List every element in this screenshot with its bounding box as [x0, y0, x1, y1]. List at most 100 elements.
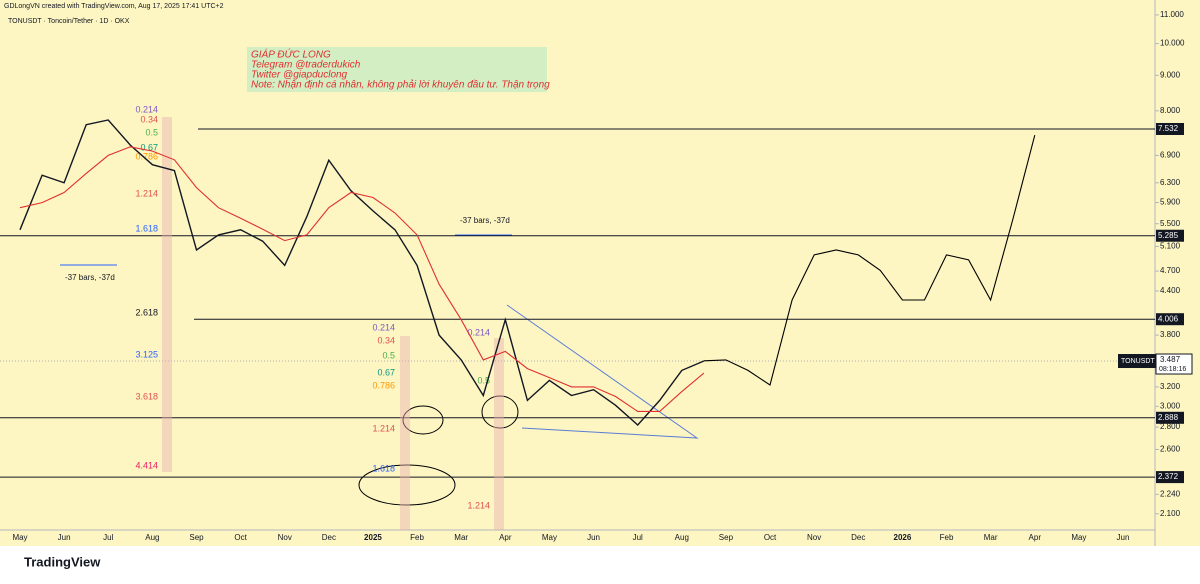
fib-label: 0.67 [377, 367, 395, 377]
fib-label: 0.67 [140, 142, 158, 152]
y-tick-label: 10.000 [1160, 39, 1185, 48]
fib-label: 0.5 [145, 127, 158, 137]
note-box [247, 47, 547, 92]
price-line [19, 146, 705, 412]
note: GIÁP ĐỨC LONG [251, 48, 331, 61]
fib-strip [400, 336, 410, 530]
annotation: -37 bars, -37d [460, 216, 510, 225]
x-tick-label: Jun [58, 533, 71, 542]
level-label: 2.372 [1158, 472, 1179, 481]
y-tick-label: 2.600 [1160, 445, 1181, 454]
x-tick-label: Mar [984, 533, 998, 542]
y-tick-label: 4.400 [1160, 286, 1181, 295]
price-line [19, 119, 705, 426]
y-tick-label: 5.900 [1160, 198, 1181, 207]
circle [402, 405, 444, 435]
fib-label: 1.214 [372, 423, 395, 433]
y-tick-label: 6.300 [1160, 178, 1181, 187]
fib-label: 1.618 [372, 463, 395, 473]
fib-label: 1.214 [135, 188, 158, 198]
note: Telegram @traderdukich [251, 60, 361, 71]
x-tick-label: Feb [410, 533, 424, 542]
fib-strip [162, 117, 172, 472]
y-tick-label: 9.000 [1160, 70, 1181, 79]
x-tick-label: May [1071, 533, 1086, 542]
fib-label: 0.34 [140, 114, 158, 124]
x-tick-label: Oct [234, 533, 247, 542]
x-tick-label: 2025 [364, 533, 382, 542]
fib-label: 0.214 [467, 327, 490, 337]
level-tag [1156, 411, 1184, 424]
y-tick-label: 5.100 [1160, 242, 1181, 251]
fib-label: 1.618 [135, 223, 158, 233]
y-tick-label: 4.700 [1160, 266, 1181, 275]
x-tick-label: Nov [807, 533, 821, 542]
level-tag [1156, 313, 1184, 326]
circle [481, 395, 519, 429]
fib-label: 3.618 [135, 391, 158, 401]
note: Note: Nhận định cá nhân, không phải lời … [251, 79, 550, 91]
fib-label: 0.214 [372, 322, 395, 332]
x-tick-label: Sep [719, 533, 734, 542]
level-tag [1156, 471, 1184, 484]
level-tag [1156, 122, 1184, 135]
note: Twitter @giapduclong [251, 70, 348, 81]
y-tick-label: 5.500 [1160, 219, 1181, 228]
countdown: 08:18:16 [1159, 366, 1186, 373]
x-tick-label: Nov [278, 533, 292, 542]
footer-bg [0, 546, 1200, 579]
x-tick-label: Jul [103, 533, 113, 542]
y-tick-label: 2.800 [1160, 422, 1181, 431]
y-tick-label: 6.900 [1160, 151, 1181, 160]
credit: GDLongVN created with TradingView.com, A… [4, 3, 224, 10]
y-tick-label: 11.000 [1160, 10, 1184, 19]
x-tick-label: May [12, 533, 27, 542]
level-label: 4.006 [1158, 314, 1179, 323]
y-tick-label: 8.000 [1160, 106, 1181, 115]
y-tick-label: 3.200 [1160, 382, 1181, 391]
level-tag [1156, 229, 1184, 242]
fib-label: 2.618 [135, 307, 158, 317]
fib-label: 3.125 [135, 349, 158, 359]
fib-label: 0.34 [377, 335, 395, 345]
last-price-tag [1118, 354, 1156, 369]
y-tick-label: 2.100 [1160, 509, 1181, 518]
y-tick-label: 3.000 [1160, 401, 1181, 410]
symbol: TONUSDT · Toncoin/Tether · 1D · OKX [8, 18, 130, 25]
last-price-label: 3.487 [1160, 355, 1181, 364]
circle [358, 464, 456, 506]
x-tick-label: Aug [675, 533, 689, 542]
fib-strip [494, 338, 504, 530]
y-tick-label: 3.800 [1160, 330, 1181, 339]
x-tick-label: Mar [454, 533, 468, 542]
axis-bg [1155, 0, 1200, 546]
x-tick-label: May [542, 533, 557, 542]
footer-logo: TradingView [24, 554, 101, 569]
level-label: 2.888 [1158, 413, 1179, 422]
annotation: -37 bars, -37d [65, 273, 115, 282]
x-tick-label: Jul [633, 533, 643, 542]
x-tick-label: Oct [764, 533, 777, 542]
price-line [703, 134, 1036, 386]
level-label: 5.285 [1158, 231, 1179, 240]
last-price-name: TONUSDT [1121, 358, 1155, 365]
y-tick-label: 2.240 [1160, 489, 1181, 498]
level-label: 7.532 [1158, 124, 1179, 133]
triangle [506, 304, 699, 439]
fib-label: 0.786 [372, 380, 395, 390]
plot-bg [0, 0, 1155, 546]
fib-label: 0.5 [477, 375, 490, 385]
x-tick-label: Jun [587, 533, 600, 542]
fib-label: 0.5 [382, 350, 395, 360]
x-tick-label: 2026 [894, 533, 912, 542]
x-tick-label: Sep [189, 533, 204, 542]
x-tick-label: Dec [851, 533, 865, 542]
x-tick-label: Apr [499, 533, 512, 542]
fib-label: 1.214 [467, 500, 490, 510]
x-tick-label: Feb [940, 533, 954, 542]
x-tick-label: Apr [1029, 533, 1042, 542]
x-tick-label: Aug [145, 533, 159, 542]
fib-label: 0.786 [135, 151, 158, 161]
